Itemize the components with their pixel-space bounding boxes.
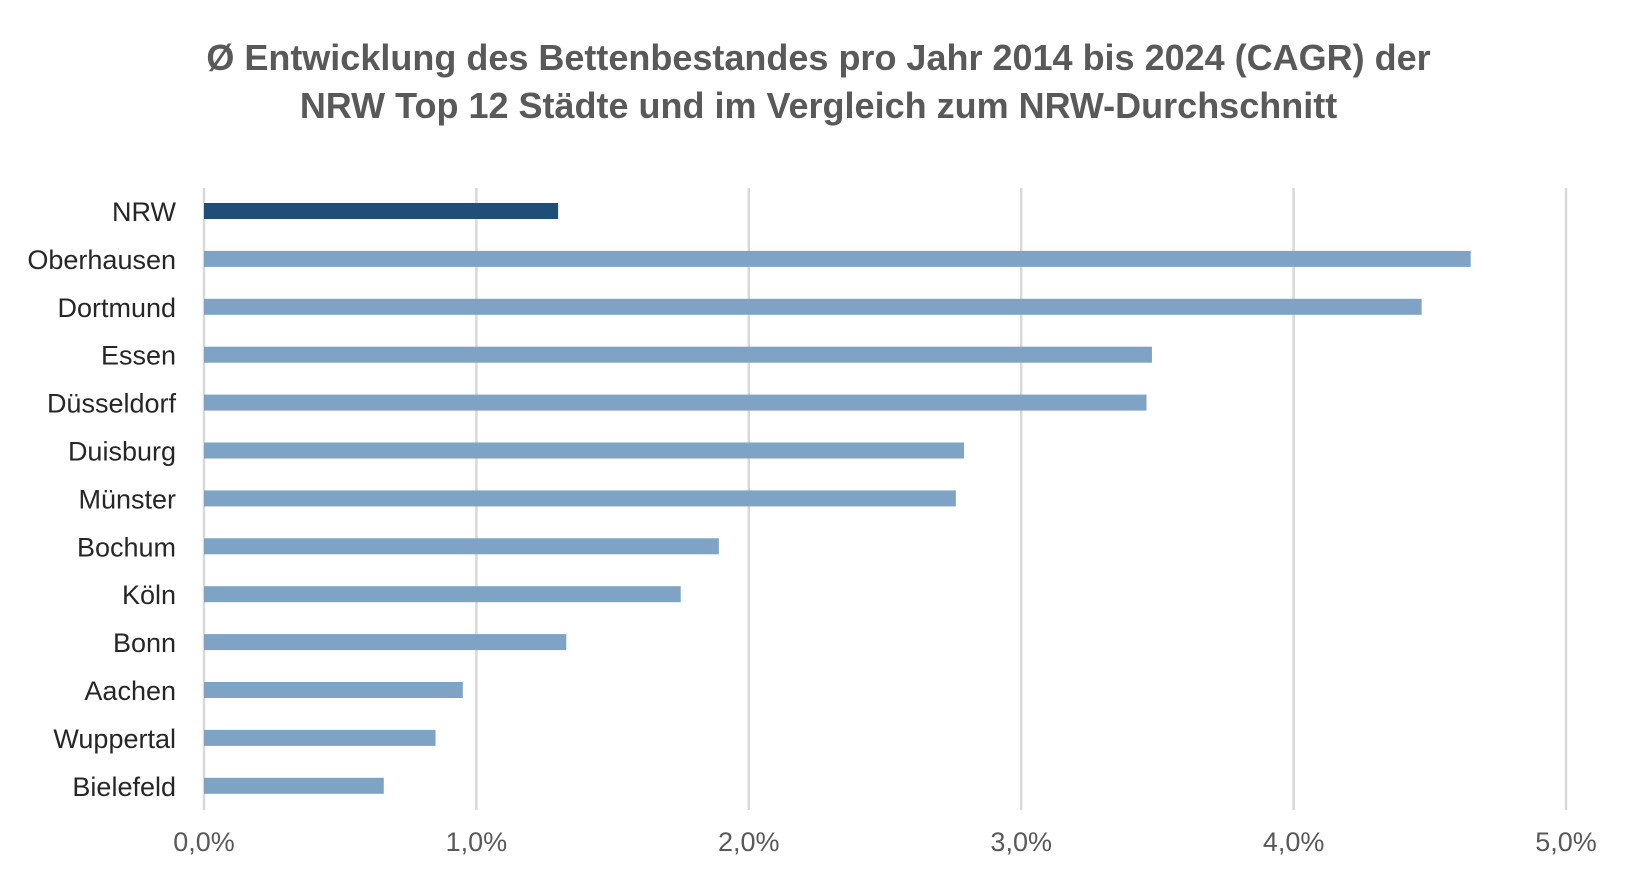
x-tick-label-4: 4,0%: [1263, 827, 1325, 857]
chart-title-line-1: Ø Entwicklung des Bettenbestandes pro Ja…: [206, 37, 1431, 78]
bar-8: [204, 586, 681, 603]
bar-12: [204, 777, 384, 794]
bar-0: [204, 203, 559, 219]
category-label-5: Duisburg: [68, 437, 176, 467]
bar-7: [204, 538, 719, 555]
category-label-12: Bielefeld: [72, 772, 176, 802]
bar-10: [204, 682, 463, 698]
bar-11: [204, 729, 436, 746]
bar-6: [204, 490, 956, 507]
category-label-2: Dortmund: [57, 293, 176, 323]
x-tick-label-3: 3,0%: [990, 827, 1052, 857]
x-tick-label-1: 1,0%: [446, 827, 508, 857]
category-label-7: Bochum: [77, 532, 176, 562]
bar-4: [204, 394, 1147, 411]
category-label-9: Bonn: [113, 628, 176, 658]
category-label-3: Essen: [101, 341, 176, 371]
category-label-10: Aachen: [84, 676, 176, 706]
x-tick-label-5: 5,0%: [1535, 827, 1597, 857]
category-label-11: Wuppertal: [53, 724, 176, 754]
bar-1: [204, 250, 1471, 267]
category-label-0: NRW: [112, 197, 177, 227]
category-label-4: Düsseldorf: [47, 389, 177, 419]
chart-title: Ø Entwicklung des Bettenbestandes pro Ja…: [0, 34, 1637, 130]
category-label-1: Oberhausen: [27, 245, 176, 275]
category-label-6: Münster: [78, 484, 176, 514]
bar-3: [204, 346, 1152, 363]
chart-title-line-2: NRW Top 12 Städte und im Vergleich zum N…: [299, 85, 1338, 126]
x-tick-label-0: 0,0%: [173, 827, 235, 857]
x-tick-label-2: 2,0%: [718, 827, 780, 857]
bar-9: [204, 634, 567, 651]
category-label-8: Köln: [122, 580, 176, 610]
bar-2: [204, 298, 1422, 315]
bar-5: [204, 442, 964, 459]
